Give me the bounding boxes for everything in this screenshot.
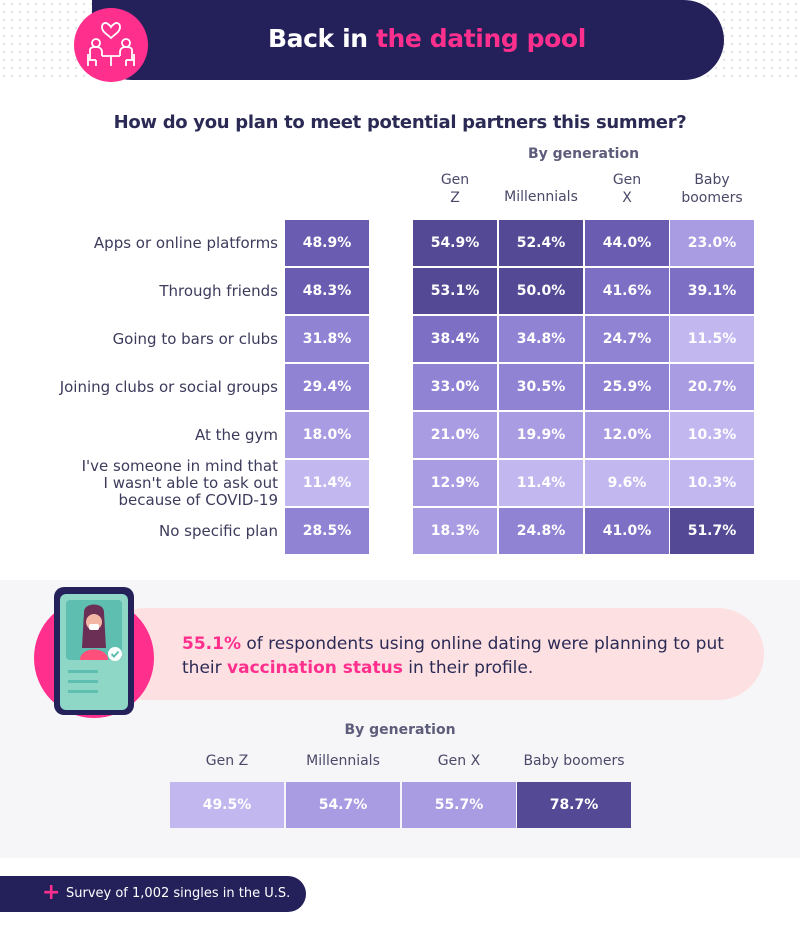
column-header-2: Baby boomers (523, 753, 625, 769)
by-generation-heading: By generation (527, 146, 640, 162)
column-header-2: Millennials (306, 753, 380, 769)
generation-cell: 54.9% (413, 220, 497, 266)
generation-cell: 41.0% (585, 508, 669, 554)
generation-cell: 12.9% (413, 460, 497, 506)
generation-cell: 50.0% (499, 268, 583, 314)
generation-cell: 52.4% (499, 220, 583, 266)
column-header-2: Gen Z (205, 753, 249, 769)
generation-cell: 30.5% (499, 364, 583, 410)
generation-cell: 18.3% (413, 508, 497, 554)
column-header: Gen Z (440, 172, 470, 206)
overall-cell: 48.9% (285, 220, 369, 266)
row-label: Apps or online platforms (93, 233, 278, 252)
generation-cell: 53.1% (413, 268, 497, 314)
generation-cell: 33.0% (413, 364, 497, 410)
generation-cell: 19.9% (499, 412, 583, 458)
generation-cell: 34.8% (499, 316, 583, 362)
vaccination-cell: 78.7% (517, 782, 631, 828)
generation-cell: 21.0% (413, 412, 497, 458)
overall-cell: 11.4% (285, 460, 369, 506)
generation-cell: 11.4% (499, 460, 583, 506)
column-header: Gen X (612, 172, 642, 206)
header-banner (92, 0, 724, 80)
column-header: Millennials (504, 189, 578, 205)
plus-icon: + (42, 880, 61, 905)
generation-cell: 11.5% (670, 316, 754, 362)
overall-cell: 48.3% (285, 268, 369, 314)
row-label: No specific plan (159, 521, 278, 540)
generation-cell: 10.3% (670, 412, 754, 458)
generation-cell: 51.7% (670, 508, 754, 554)
generation-cell: 38.4% (413, 316, 497, 362)
column-header: Baby boomers (681, 172, 743, 206)
generation-cell: 25.9% (585, 364, 669, 410)
generation-cell: 41.6% (585, 268, 669, 314)
row-label: At the gym (194, 425, 278, 444)
generation-cell: 9.6% (585, 460, 669, 506)
generation-cell: 24.8% (499, 508, 583, 554)
generation-cell: 39.1% (670, 268, 754, 314)
by-generation-heading-2: By generation (344, 722, 456, 738)
dating-couple-icon (74, 8, 148, 82)
overall-cell: 28.5% (285, 508, 369, 554)
generation-cell: 23.0% (670, 220, 754, 266)
page-title: Back in the dating pool (268, 24, 586, 53)
footer-bar (0, 876, 306, 912)
row-label: Through friends (159, 281, 278, 300)
overall-cell: 31.8% (285, 316, 369, 362)
row-label: I've someone in mind that I wasn't able t… (81, 456, 278, 509)
generation-cell: 12.0% (585, 412, 669, 458)
column-header-2: Gen X (437, 753, 481, 769)
row-label: Joining clubs or social groups (59, 377, 278, 396)
generation-cell: 24.7% (585, 316, 669, 362)
generation-cell: 20.7% (670, 364, 754, 410)
generation-cell: 10.3% (670, 460, 754, 506)
overall-cell: 29.4% (285, 364, 369, 410)
vaccination-callout (100, 608, 764, 700)
vaccination-cell: 49.5% (170, 782, 284, 828)
footer-source: Survey of 1,002 singles in the U.S. (66, 886, 291, 901)
chart-question: How do you plan to meet potential partne… (113, 112, 687, 133)
row-label: Going to bars or clubs (112, 329, 278, 348)
vaccination-cell: 55.7% (402, 782, 516, 828)
vaccination-cell: 54.7% (286, 782, 400, 828)
overall-cell: 18.0% (285, 412, 369, 458)
vaccination-callout-text: 55.1% of respondents using online dating… (182, 634, 724, 678)
generation-cell: 44.0% (585, 220, 669, 266)
